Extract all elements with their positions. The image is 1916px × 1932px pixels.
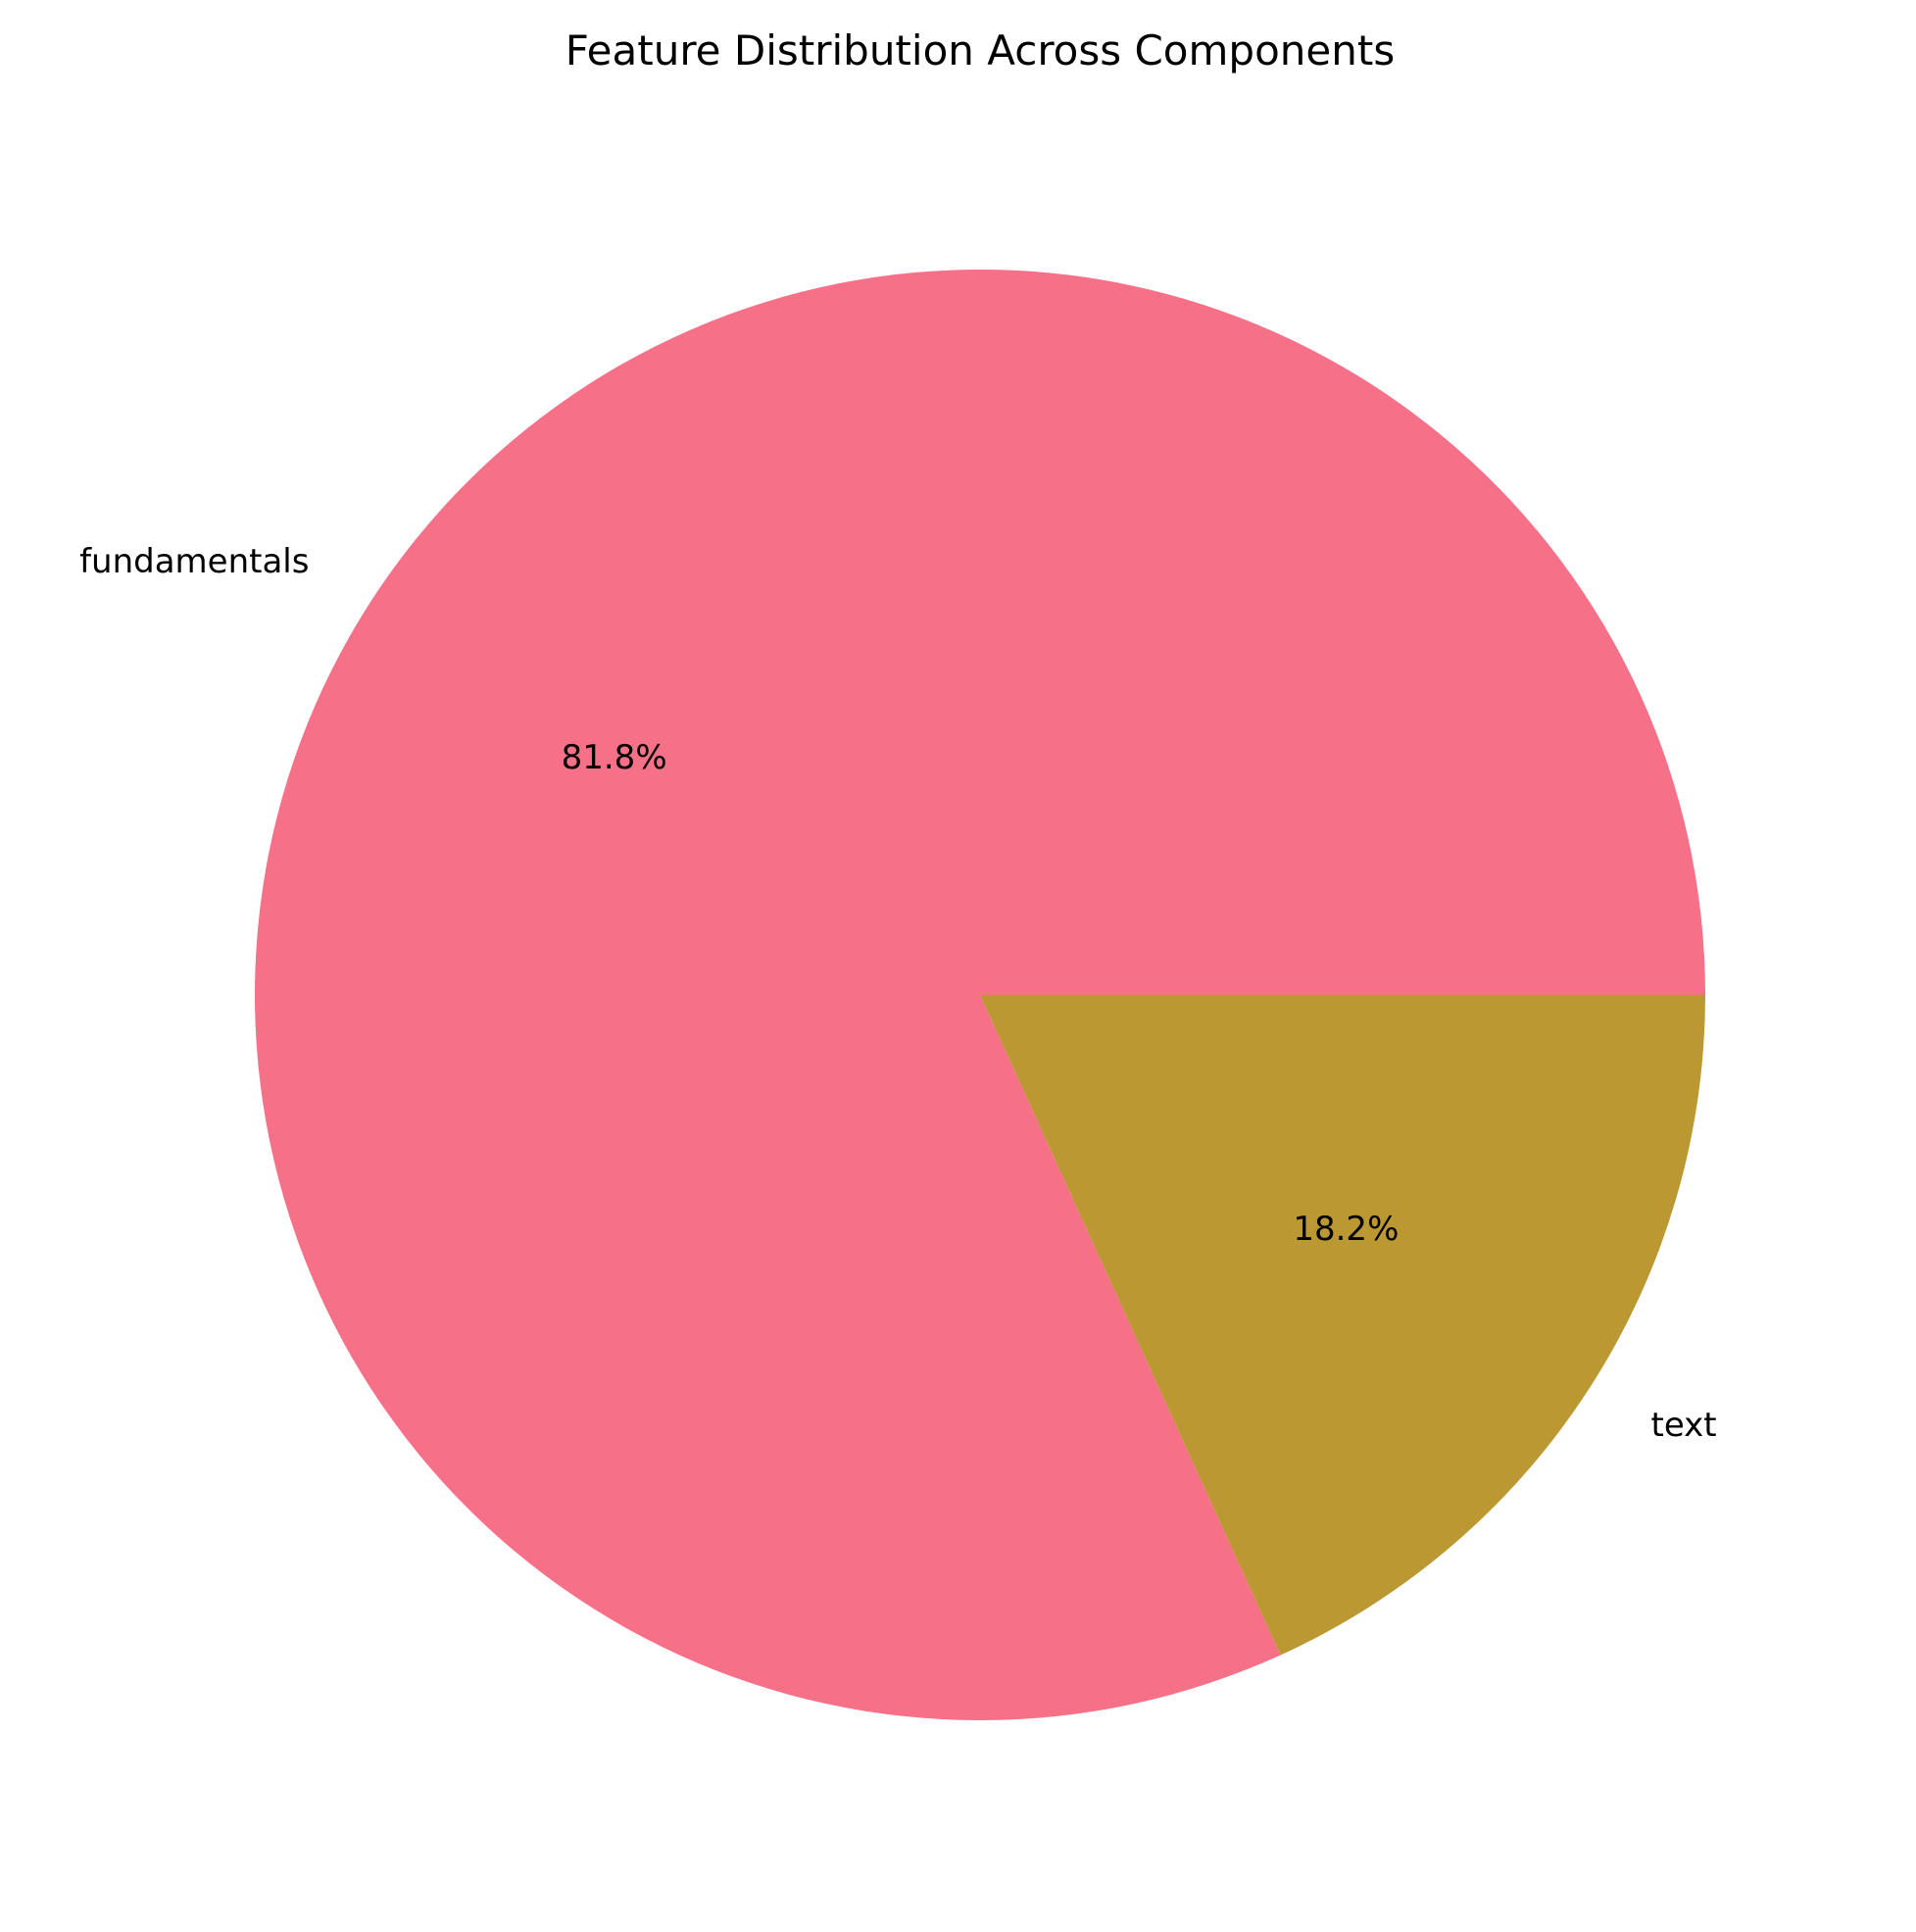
pie-slice-text [980, 995, 1705, 1656]
slice-pct-text: 18.2% [1293, 1210, 1399, 1249]
chart-title: Feature Distribution Across Components [565, 26, 1395, 74]
pie-slices [255, 270, 1706, 1720]
pie-labels: fundamentals 81.8% text 18.2% [79, 542, 1717, 1445]
slice-label-fundamentals: fundamentals [79, 542, 309, 581]
slice-label-text: text [1651, 1406, 1717, 1445]
slice-pct-fundamentals: 81.8% [562, 738, 667, 777]
